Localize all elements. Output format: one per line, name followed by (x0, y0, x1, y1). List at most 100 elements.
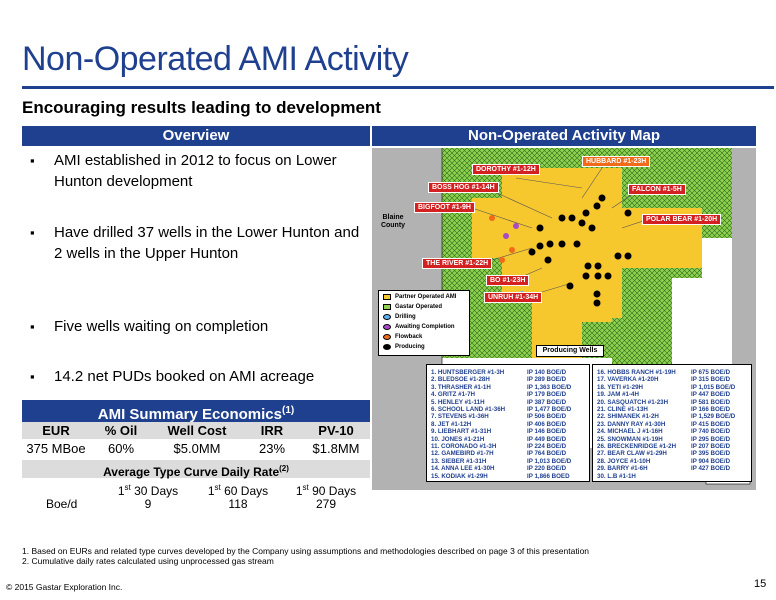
economics-val-wellcost: $5.0MM (173, 441, 221, 456)
well-ip: IP 289 BOE/D (527, 376, 567, 384)
well-name: 4. GRITZ #1-7H (431, 391, 476, 399)
overview-bullet: AMI established in 2012 to focus on Lowe… (28, 150, 368, 192)
well-name: 24. MICHAEL J #1-16H (597, 428, 663, 436)
legend-item: Flowback (383, 333, 422, 341)
well-ip: IP 675 BOE/D (691, 369, 731, 376)
legend-swatch-producing (383, 344, 391, 350)
map-well-flowback (509, 247, 515, 253)
map-well (528, 248, 536, 256)
legend-item: Gastar Operated (383, 303, 442, 311)
economics-col-wellcost: Well Cost (167, 423, 227, 438)
well-ip: IP 395 BOE/D (691, 450, 731, 458)
map-well (578, 219, 586, 227)
well-name: 15. KODIAK #1-29H (431, 472, 488, 480)
well-name: 23. DANNY RAY #1-30H (597, 420, 666, 428)
map-wells-awaiting (503, 223, 519, 239)
copyright: © 2015 Gastar Exploration Inc. (6, 582, 123, 592)
map-well (624, 209, 632, 217)
overview-bullet: 14.2 net PUDs booked on AMI acreage (28, 366, 368, 387)
well-name: 8. JET #1-12H (431, 420, 472, 428)
map-well (594, 262, 602, 270)
type-curve-row-label: Boe/d (46, 497, 78, 511)
well-name: 30. L.B #1-1H (597, 472, 636, 480)
legend-item: Partner Operated AMI (383, 293, 456, 301)
map-well-flowback (499, 257, 505, 263)
map-well (598, 194, 606, 202)
well-name: 17. VAVERKA #1-20H (597, 376, 659, 384)
well-name: 2. BLEDSOE #1-28H (431, 376, 490, 384)
well-ip: IP 207 BOE/D (691, 443, 731, 450)
footnotes: 1. Based on EURs and related type curves… (22, 546, 589, 566)
map-spoke-lines (471, 167, 653, 299)
economics-val-eur: 375 MBoe (26, 441, 86, 456)
type-curve-row: Boe/d 9 118 279 (22, 496, 370, 512)
map-well (594, 272, 602, 280)
map-well (593, 290, 601, 298)
economics-header: AMI Summary Economics(1) (22, 400, 370, 423)
well-ip: IP 415 BOE/D (691, 420, 731, 428)
well-name: 6. SCHOOL LAND #1-36H (431, 406, 506, 413)
well-name: 5. HENLEY #1-11H (431, 398, 485, 406)
well-name: 25. SNOWMAN #1-19H (597, 435, 663, 443)
well-name: 14. ANNA LEE #1-30H (431, 465, 495, 473)
well-name: 10. JONES #1-21H (431, 435, 485, 443)
economics-footnote-ref: (1) (281, 405, 295, 416)
well-name: 18. YETI #1-29H (597, 383, 643, 391)
well-label-bigfoot: BIGFOOT #1-9H (414, 202, 475, 213)
producing-wells-list-right: 16. HOBBS RANCH #1-19H IP 675 BOE/D 17. VA… (592, 364, 752, 482)
economics-column-headers: EUR % Oil Well Cost IRR PV-10 (22, 422, 370, 439)
economics-col-oil: % Oil (104, 423, 138, 438)
map-partner-bottom (572, 298, 612, 322)
type-curve-col: 1st 30 Days (117, 483, 179, 498)
legend-swatch-drilling (383, 314, 391, 320)
well-ip: IP 1,013 BOE/D (527, 457, 572, 465)
type-curve-columns: 1st 30 Days 1st 60 Days 1st 90 Days (22, 479, 370, 498)
type-curve-val-30: 9 (144, 497, 152, 511)
map-well (624, 252, 632, 260)
well-name: 3. THRASHER #1-1H (431, 383, 491, 391)
well-ip: IP 449 BOE/D (527, 435, 567, 443)
well-ip: IP 904 BOE/D (691, 457, 731, 465)
page-subtitle: Encouraging results leading to developme… (22, 98, 381, 117)
economics-col-pv10: PV-10 (318, 423, 354, 438)
map-legend: Partner Operated AMI Gastar Operated Dri… (378, 290, 470, 356)
well-ip: IP 140 BOE/D (527, 369, 567, 376)
map-well (536, 242, 544, 250)
map-well (546, 240, 554, 248)
well-name: 27. BEAR CLAW #1-29H (597, 450, 667, 458)
overview-bullet: Have drilled 37 wells in the Lower Hunto… (28, 222, 368, 264)
well-ip: IP 146 BOE/D (527, 428, 567, 436)
well-label-dorothy: DOROTHY #1-12H (472, 164, 540, 175)
well-ip: IP 387 BOE/D (527, 398, 567, 406)
activity-map: Blaine County DOROTHY #1-12H BOSS HOG #1… (372, 148, 756, 490)
legend-item: Producing (383, 343, 425, 351)
page-number: 15 (754, 578, 767, 590)
well-name: 29. BARRY #1-6H (597, 465, 648, 473)
map-well (604, 272, 612, 280)
well-ip: IP 406 BOE/D (527, 420, 567, 428)
map-wells-producing (528, 194, 632, 307)
map-well (573, 240, 581, 248)
well-label-polar-bear: POLAR BEAR #1-20H (642, 214, 722, 225)
map-well-flowback (489, 215, 495, 221)
type-curve-val-60: 118 (228, 497, 248, 511)
map-well (568, 214, 576, 222)
map-well (584, 262, 592, 270)
well-name: 9. LIEBHART #1-31H (431, 428, 492, 436)
map-wells-flowback (489, 215, 515, 263)
well-ip: IP 740 BOE/D (691, 428, 731, 436)
map-well (588, 224, 596, 232)
map-well (536, 224, 544, 232)
type-curve-val-90: 279 (315, 497, 337, 511)
well-ip: IP 220 BOE/D (527, 465, 567, 473)
legend-item: Drilling (383, 313, 416, 321)
type-curve-footnote-ref: (2) (279, 464, 289, 473)
economics-header-text: AMI Summary Economics (97, 406, 282, 423)
legend-swatch-gastar (383, 304, 391, 310)
well-name: 28. JOYCE #1-10H (597, 457, 651, 465)
footnote: 1. Based on EURs and related type curves… (22, 546, 590, 556)
legend-item: Awaiting Completion (383, 323, 455, 331)
well-name: 16. HOBBS RANCH #1-19H (597, 369, 676, 376)
producing-wells-list-left: 1. HUNTSBERGER #1-3H IP 140 BOE/D 2. BLEDS… (426, 364, 590, 482)
footnote: 2. Cumulative daily rates calculated usi… (22, 556, 274, 566)
